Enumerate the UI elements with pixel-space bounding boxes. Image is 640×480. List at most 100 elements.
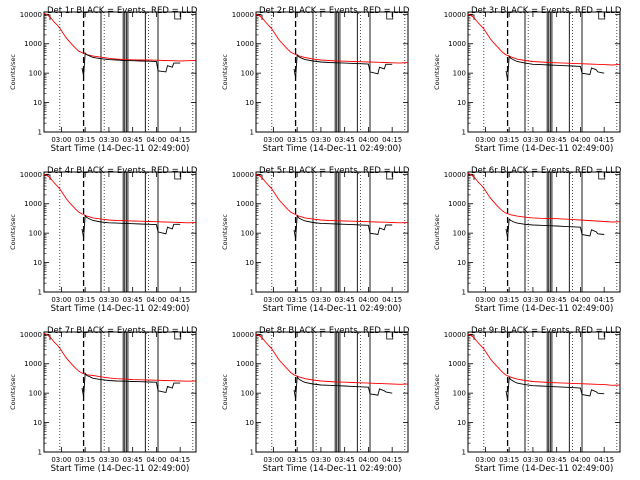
y-axis-label: Counts/sec: [9, 374, 17, 410]
x-axis-label: Start Time (14-Dec-11 02:49:00): [475, 144, 614, 154]
x-tick-label: 03:00: [51, 296, 71, 304]
y-tick-label: 10: [33, 99, 42, 107]
y-tick-label: 1: [38, 289, 42, 297]
y-tick-label: 1000: [448, 360, 466, 368]
x-tick-label: 03:00: [475, 136, 495, 144]
x-tick-label: 03:15: [287, 136, 307, 144]
y-tick-label: 100: [241, 230, 254, 238]
x-tick-label: 03:00: [51, 456, 71, 464]
x-tick-label: 03:45: [335, 136, 355, 144]
bracket-marker: [598, 12, 606, 20]
chart-title: Det 9r BLACK = Events, RED = LLD: [471, 326, 622, 336]
series-line-events: [505, 376, 605, 400]
x-tick-label: 03:45: [123, 296, 143, 304]
y-tick-label: 10: [33, 259, 42, 267]
x-tick-label: 03:30: [523, 296, 543, 304]
y-tick-label: 10000: [444, 171, 466, 179]
y-tick-label: 100: [453, 230, 466, 238]
x-tick-label: 04:00: [358, 456, 378, 464]
y-tick-label: 100: [29, 70, 42, 78]
y-tick-label: 1000: [24, 200, 42, 208]
x-tick-label: 03:30: [99, 136, 119, 144]
y-tick-label: 10000: [20, 331, 42, 339]
chart-title: Det 3r BLACK = Events, RED = LLD: [471, 6, 622, 16]
bracket-marker: [386, 172, 394, 180]
x-tick-label: 04:00: [146, 456, 166, 464]
x-tick-label: 03:30: [311, 296, 331, 304]
y-tick-label: 1000: [448, 40, 466, 48]
y-tick-label: 10000: [444, 11, 466, 19]
x-tick-label: 03:00: [475, 296, 495, 304]
y-tick-label: 10000: [20, 171, 42, 179]
x-tick-label: 04:00: [146, 136, 166, 144]
chart-title: Det 1r BLACK = Events, RED = LLD: [47, 6, 198, 16]
x-tick-label: 03:45: [335, 456, 355, 464]
bracket-marker: [174, 12, 182, 20]
bracket-marker: [386, 332, 394, 340]
y-tick-label: 1000: [24, 40, 42, 48]
series-line-events: [505, 218, 605, 238]
chart-title: Det 7r BLACK = Events, RED = LLD: [47, 326, 198, 336]
chart-title: Det 6r BLACK = Events, RED = LLD: [471, 166, 622, 176]
y-tick-label: 10: [457, 99, 466, 107]
y-tick-label: 1000: [236, 360, 254, 368]
y-tick-label: 100: [453, 70, 466, 78]
x-tick-label: 04:00: [146, 296, 166, 304]
y-tick-label: 100: [29, 230, 42, 238]
x-tick-label: 03:15: [499, 456, 519, 464]
y-tick-label: 10: [457, 259, 466, 267]
y-tick-label: 1000: [448, 200, 466, 208]
y-axis-label: Counts/sec: [9, 54, 17, 90]
x-tick-label: 03:30: [311, 136, 331, 144]
x-axis-label: Start Time (14-Dec-11 02:49:00): [475, 304, 614, 314]
chart-panel: 1 10 100 1000 10000 03:00 03:15 03:30 03:45 04:00…: [9, 6, 198, 154]
x-tick-label: 03:45: [123, 136, 143, 144]
x-axis-label: Start Time (14-Dec-11 02:49:00): [263, 144, 402, 154]
series-line-lld: [467, 13, 621, 66]
bracket-marker: [386, 12, 394, 20]
plot-frame: [255, 11, 409, 133]
series-line-lld: [255, 333, 409, 385]
chart-panel: 1 10 100 1000 10000 03:00 03:15 03:30 03:45 04:00…: [221, 326, 410, 474]
x-tick-label: 04:00: [570, 296, 590, 304]
chart-panel: 1 10 100 1000 10000 03:00 03:15 03:30 03:45 04:00…: [433, 326, 622, 474]
series-line-events: [293, 214, 393, 239]
x-tick-label: 03:00: [263, 456, 283, 464]
series-line-lld: [43, 332, 197, 382]
series-line-lld: [467, 172, 621, 223]
x-tick-label: 04:15: [594, 456, 614, 464]
bracket-marker: [598, 332, 606, 340]
chart-panel: 1 10 100 1000 10000 03:00 03:15 03:30 03:45 04:00…: [9, 326, 198, 474]
series-line-events: [293, 53, 393, 78]
y-tick-label: 10: [245, 419, 254, 427]
chart-panel: 1 10 100 1000 10000 03:00 03:15 03:30 03:45 04:00…: [221, 166, 410, 314]
y-axis-label: Counts/sec: [433, 374, 441, 410]
chart-title: Det 8r BLACK = Events, RED = LLD: [259, 326, 410, 336]
x-tick-label: 04:15: [382, 136, 402, 144]
series-line-lld: [255, 13, 409, 64]
x-tick-label: 03:15: [287, 456, 307, 464]
x-axis-label: Start Time (14-Dec-11 02:49:00): [263, 464, 402, 474]
x-tick-label: 03:30: [523, 136, 543, 144]
x-tick-label: 04:15: [170, 296, 190, 304]
y-tick-label: 1000: [236, 40, 254, 48]
y-axis-label: Counts/sec: [433, 214, 441, 250]
y-tick-label: 10000: [444, 331, 466, 339]
y-tick-label: 1: [250, 289, 254, 297]
y-axis-label: Counts/sec: [221, 214, 229, 250]
x-tick-label: 03:15: [75, 456, 95, 464]
x-tick-label: 03:15: [499, 136, 519, 144]
plot-frame: [467, 171, 621, 293]
x-axis-label: Start Time (14-Dec-11 02:49:00): [263, 304, 402, 314]
x-tick-label: 03:00: [51, 136, 71, 144]
chart-title: Det 5r BLACK = Events, RED = LLD: [259, 166, 410, 176]
chart-title: Det 2r BLACK = Events, RED = LLD: [259, 6, 410, 16]
bracket-marker: [174, 172, 182, 180]
bracket-marker: [174, 332, 182, 340]
x-tick-label: 03:15: [75, 296, 95, 304]
series-line-lld: [43, 12, 197, 62]
y-tick-label: 100: [453, 390, 466, 398]
y-tick-label: 1: [38, 129, 42, 137]
y-tick-label: 10000: [232, 171, 254, 179]
